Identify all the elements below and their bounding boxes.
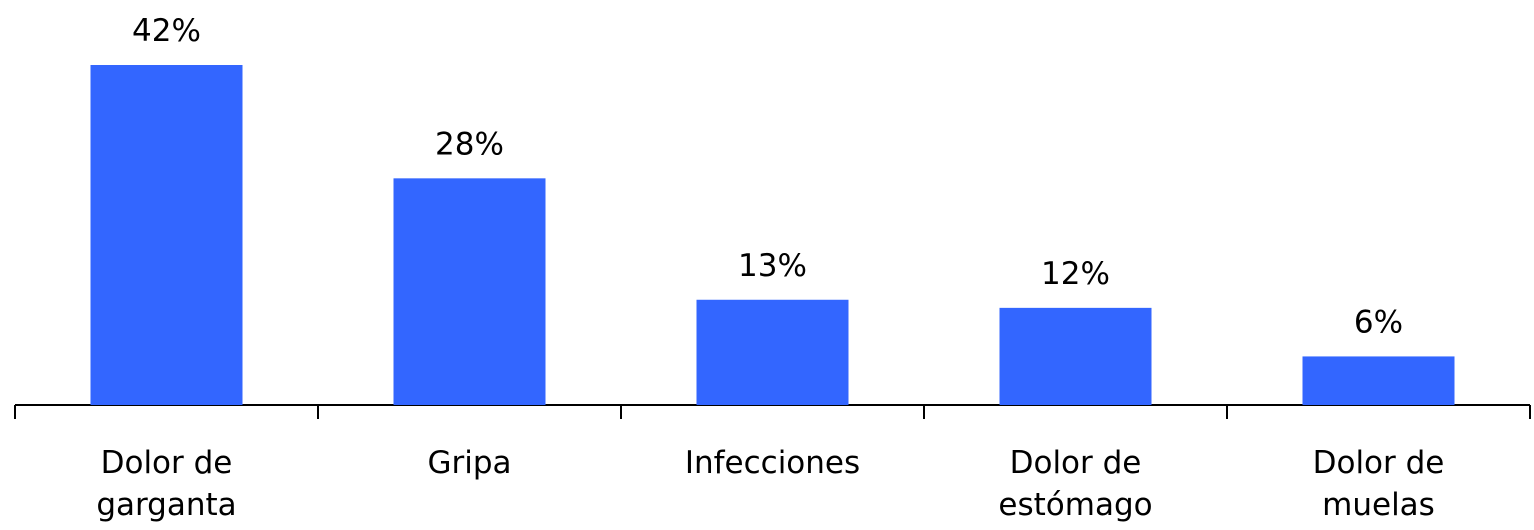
bar <box>90 65 243 405</box>
bar <box>1302 356 1455 405</box>
value-label: 6% <box>1354 304 1403 340</box>
bar <box>393 178 546 405</box>
value-label: 42% <box>132 13 201 49</box>
category-label: Gripa <box>427 445 512 481</box>
value-label: 12% <box>1041 256 1110 292</box>
category-label: Infecciones <box>684 445 861 481</box>
value-label: 13% <box>738 248 807 284</box>
category-label: Dolor de estómago <box>998 445 1153 523</box>
category-label: Dolor de garganta <box>96 445 237 523</box>
value-label: 28% <box>435 126 504 162</box>
category-label: Dolor de muelas <box>1312 445 1445 523</box>
bar <box>999 307 1152 405</box>
bar <box>696 299 849 405</box>
